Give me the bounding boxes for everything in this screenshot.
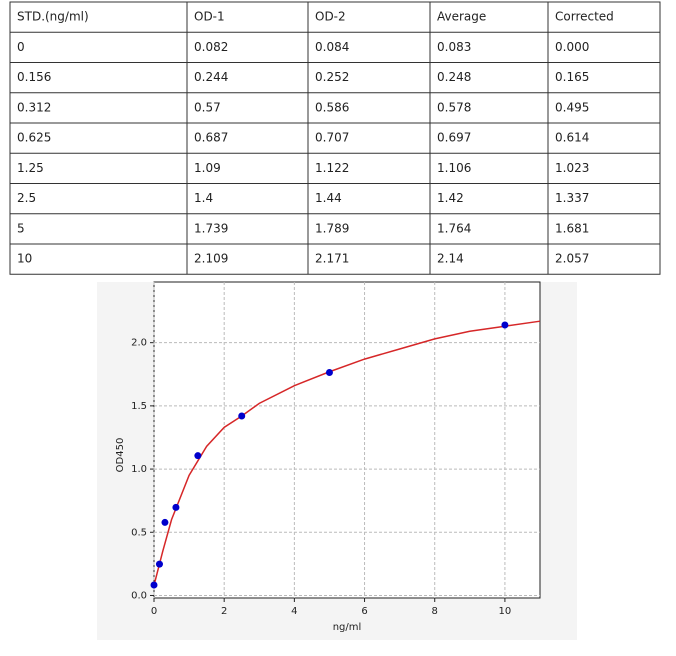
table-cell: 0.083 [437, 40, 471, 54]
header-cell: OD-2 [315, 10, 346, 24]
table-cell: 2.14 [437, 252, 464, 266]
table-cell: 0.082 [194, 40, 228, 54]
table-cell: 1.122 [315, 161, 349, 175]
table-cell: 1.25 [17, 161, 44, 175]
table-cell: 1.09 [194, 161, 221, 175]
table-cell: 0.156 [17, 70, 51, 84]
table-cell: 0.495 [555, 100, 589, 114]
x-tick-label: 2 [221, 606, 227, 617]
table-cell: 0.586 [315, 100, 349, 114]
plot-area [153, 281, 541, 599]
data-point [172, 503, 180, 511]
data-point [161, 518, 169, 526]
table-cell: 1.023 [555, 161, 589, 175]
y-tick-label: 2.0 [131, 338, 147, 349]
table-cell: 0.57 [194, 100, 221, 114]
table-cell: 0.625 [17, 131, 51, 145]
header-cell: OD-1 [194, 10, 225, 24]
table-cell: 0.687 [194, 131, 228, 145]
x-tick-label: 6 [361, 606, 367, 617]
data-point [155, 560, 163, 568]
table-cell: 0.252 [315, 70, 349, 84]
x-tick-label: 4 [291, 606, 297, 617]
table-cell: 0.614 [555, 131, 589, 145]
header-cell: STD.(ng/ml) [17, 10, 89, 24]
table-cell: 0.084 [315, 40, 349, 54]
data-point [194, 452, 202, 460]
table-cell: 0.248 [437, 70, 471, 84]
table-cell: 0.312 [17, 100, 51, 114]
x-tick-label: 0 [151, 606, 157, 617]
table-border [9, 1, 661, 275]
x-axis-label: ng/ml [333, 622, 362, 633]
table-cell: 2.171 [315, 252, 349, 266]
table-cell: 0.707 [315, 131, 349, 145]
y-tick-label: 0.0 [131, 590, 147, 601]
data-point [150, 581, 158, 589]
data-point [325, 369, 333, 377]
table-cell: 1.4 [194, 191, 213, 205]
header-cell: Corrected [555, 10, 614, 24]
y-tick-label: 1.5 [131, 401, 147, 412]
y-axis-label: OD450 [115, 438, 126, 473]
x-tick-label: 8 [432, 606, 438, 617]
y-tick-label: 0.5 [131, 527, 147, 538]
table-cell: 1.789 [315, 221, 349, 235]
table-cell: 1.42 [437, 191, 464, 205]
table-cell: 1.681 [555, 221, 589, 235]
data-point [501, 321, 509, 329]
table-cell: 10 [17, 252, 32, 266]
table-cell: 0.578 [437, 100, 471, 114]
table-cell: 0.244 [194, 70, 228, 84]
table-cell: 0.165 [555, 70, 589, 84]
data-point [238, 412, 246, 420]
table-cell: 1.44 [315, 191, 342, 205]
table-cell: 1.739 [194, 221, 228, 235]
table-cell: 1.764 [437, 221, 471, 235]
y-tick-label: 1.0 [131, 464, 147, 475]
table-cell: 0.000 [555, 40, 589, 54]
table-cell: 1.106 [437, 161, 471, 175]
table-cell: 5 [17, 221, 25, 235]
x-tick-label: 10 [499, 606, 512, 617]
fit-curve [153, 320, 541, 586]
table-cell: 1.337 [555, 191, 589, 205]
table-cell: 0.697 [437, 131, 471, 145]
table-cell: 2.057 [555, 252, 589, 266]
table-cell: 0 [17, 40, 25, 54]
header-cell: Average [437, 10, 486, 24]
table-cell: 2.5 [17, 191, 36, 205]
table-cell: 2.109 [194, 252, 228, 266]
